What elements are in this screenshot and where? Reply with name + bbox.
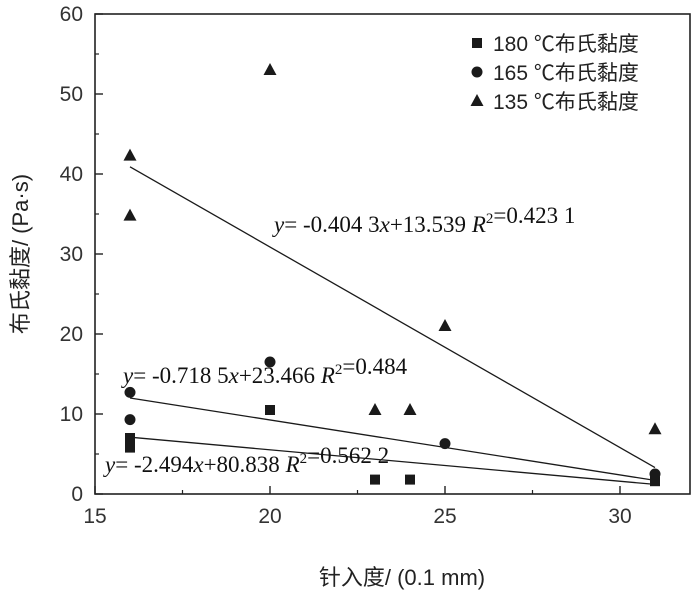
fit-equation-part: x xyxy=(192,452,204,477)
y-tick-label: 0 xyxy=(71,483,83,506)
data-point-triangle xyxy=(263,63,277,75)
fit-equation-part: y xyxy=(121,363,134,388)
data-point-circle xyxy=(439,438,451,450)
data-point-square xyxy=(650,476,660,487)
data-point-square xyxy=(125,433,135,443)
fit-equation-part: y xyxy=(272,212,285,237)
y-tick-label: 30 xyxy=(60,243,83,266)
legend-marker-triangle xyxy=(470,94,484,106)
data-point-circle xyxy=(264,356,276,368)
fit-equation-part: +80.838 xyxy=(204,452,286,477)
x-tick-label: 15 xyxy=(83,505,106,528)
x-tick-label: 30 xyxy=(608,505,631,528)
plot-area: 15 20 25 30 0 10 20 30 40 50 60 xyxy=(60,3,691,528)
fit-equation-part: 2 xyxy=(300,451,308,467)
fit-equation-part: =0.484 xyxy=(342,354,407,379)
data-point-triangle xyxy=(368,403,382,415)
data-point-triangle xyxy=(123,148,137,161)
fit-equation-part: +13.539 xyxy=(390,212,472,237)
fit-equation-part: 2 xyxy=(335,362,343,378)
legend-marker-square xyxy=(472,38,482,48)
data-point-circle xyxy=(124,414,136,426)
y-tick-label: 50 xyxy=(60,83,83,106)
y-axis-title: 布氏黏度/ (Pa·s) xyxy=(8,174,33,334)
data-point-triangle xyxy=(438,319,452,331)
fit-equation-part: = -2.494 xyxy=(115,452,194,477)
data-point-circle xyxy=(124,386,136,398)
fit-equation-part: =0.562 2 xyxy=(307,443,389,468)
data-point-square xyxy=(405,474,415,485)
legend-label: 180 ℃布氏黏度 xyxy=(493,33,639,56)
fit-equation-part: = -0.404 3 xyxy=(284,212,379,237)
data-point-circle xyxy=(649,468,661,480)
x-tick-label: 20 xyxy=(258,505,281,528)
fit-equation-part: x xyxy=(228,363,240,388)
data-point-triangle xyxy=(648,422,662,435)
fit-equation-part: +23.466 xyxy=(239,363,321,388)
fit-equations: y= -2.494x+80.838 R2=0.562 2y= -0.718 5x… xyxy=(103,203,575,477)
legend-label: 165 ℃布氏黏度 xyxy=(493,62,639,85)
fit-line-2 xyxy=(129,166,656,469)
fit-equation-part: = -0.718 5 xyxy=(133,363,228,388)
fit-equation-1: y= -0.718 5x+23.466 R2=0.484 xyxy=(121,354,408,388)
data-point-square xyxy=(265,405,275,415)
fit-line-1 xyxy=(129,397,656,482)
y-tick-label: 10 xyxy=(60,403,83,426)
data-point-square xyxy=(370,474,380,485)
legend-marker-circle xyxy=(471,66,483,78)
fit-equation-part: R xyxy=(471,212,486,237)
fit-equation-part: x xyxy=(379,212,391,237)
x-axis-title: 针入度/ (0.1 mm) xyxy=(319,565,485,590)
y-tick-label: 20 xyxy=(60,323,83,346)
data-point-triangle xyxy=(403,403,417,415)
data-point-triangle xyxy=(123,208,137,221)
y-tick-label: 40 xyxy=(60,163,83,186)
fit-line-0 xyxy=(129,436,656,486)
fit-equation-part: y xyxy=(103,452,116,477)
data-markers xyxy=(123,63,662,487)
fit-lines xyxy=(129,166,656,486)
fit-equation-part: R xyxy=(320,363,335,388)
fit-equation-2: y= -0.404 3x+13.539 R2=0.423 1 xyxy=(272,203,575,237)
legend: 180 ℃布氏黏度 165 ℃布氏黏度 135 ℃布氏黏度 xyxy=(470,33,639,114)
legend-label: 135 ℃布氏黏度 xyxy=(493,91,639,114)
x-tick-label: 25 xyxy=(433,505,456,528)
fit-equation-part: =0.423 1 xyxy=(493,203,575,228)
fit-equation-0: y= -2.494x+80.838 R2=0.562 2 xyxy=(103,443,389,477)
data-point-square xyxy=(125,442,135,453)
fit-equation-part: 2 xyxy=(486,211,494,227)
fit-equation-part: R xyxy=(285,452,300,477)
y-tick-label: 60 xyxy=(60,3,83,26)
